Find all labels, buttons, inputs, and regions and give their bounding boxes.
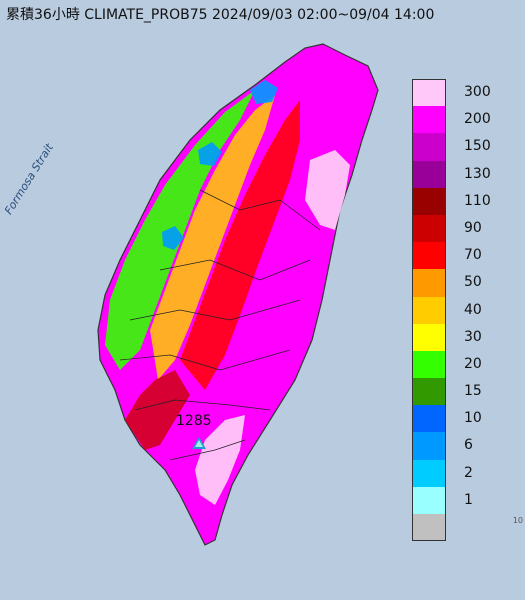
county-boundaries	[119, 189, 321, 461]
legend-swatch	[412, 459, 446, 487]
legend-row: 15	[412, 378, 516, 406]
legend-label: 110	[464, 192, 491, 209]
triangle-station-icon	[192, 437, 206, 449]
station-marker-label: 1285	[176, 413, 212, 429]
legend-label: 70	[464, 247, 482, 264]
legend-row: 130	[412, 160, 516, 188]
legend-label: 6	[464, 437, 473, 454]
legend-row: 30	[412, 323, 516, 351]
color-legend: 300 200 150 130 110 90 70 50 40 30 20 15 10 6 2 1	[412, 79, 516, 542]
legend-swatch	[412, 296, 446, 324]
legend-label: 130	[464, 165, 491, 182]
legend-swatch	[412, 432, 446, 460]
legend-label: 30	[464, 328, 482, 345]
zone-west-green	[105, 90, 255, 370]
zone-east-pink	[305, 150, 350, 230]
legend-row: 1	[412, 486, 516, 514]
legend-label: 200	[464, 111, 491, 128]
legend-row: 90	[412, 214, 516, 243]
legend-row: 70	[412, 242, 516, 270]
legend-label: 15	[464, 383, 482, 400]
legend-label: 40	[464, 301, 482, 318]
legend-row: 40	[412, 296, 516, 324]
legend-label: 1	[464, 491, 473, 508]
legend-swatch	[412, 106, 446, 134]
legend-row: 200	[412, 106, 516, 134]
legend-swatch	[412, 514, 446, 542]
legend-swatch	[412, 378, 446, 406]
legend-swatch	[412, 323, 446, 351]
legend-row: 6	[412, 432, 516, 460]
legend-swatch	[412, 214, 446, 243]
legend-swatch	[412, 242, 446, 270]
legend-swatch	[412, 133, 446, 161]
legend-row: 2	[412, 459, 516, 487]
zone-west-yellow	[150, 95, 275, 380]
legend-label: 300	[464, 84, 491, 100]
legend-row: 10	[412, 405, 516, 433]
legend-swatch	[412, 79, 446, 107]
legend-swatch	[412, 269, 446, 297]
legend-label: 2	[464, 464, 473, 481]
legend-swatch	[412, 486, 446, 514]
legend-label: 150	[464, 138, 491, 155]
legend-swatch	[412, 187, 446, 215]
legend-swatch	[412, 350, 446, 379]
legend-row: 20	[412, 350, 516, 379]
zone-south-red	[125, 370, 190, 450]
map-title: 累積36小時 CLIMATE_PROB75 2024/09/03 02:00~0…	[6, 7, 435, 23]
zone-north-blue	[250, 80, 278, 104]
legend-label: 20	[464, 355, 482, 372]
legend-label: 90	[464, 219, 482, 236]
legend-swatch	[412, 405, 446, 433]
legend-row: 110	[412, 187, 516, 215]
legend-row: 150	[412, 133, 516, 161]
legend-row	[412, 514, 516, 542]
legend-label: 10	[464, 410, 482, 427]
zone-south-pink	[195, 415, 245, 505]
legend-row: 50	[412, 269, 516, 297]
legend-row: 300	[412, 79, 516, 107]
zone-central-red	[180, 100, 300, 390]
legend-label: 50	[464, 274, 482, 291]
legend-swatch	[412, 160, 446, 188]
zone-taipei-blue	[198, 142, 222, 166]
corner-text: 10	[512, 516, 523, 525]
zone-hsinchu-blue	[162, 226, 184, 250]
